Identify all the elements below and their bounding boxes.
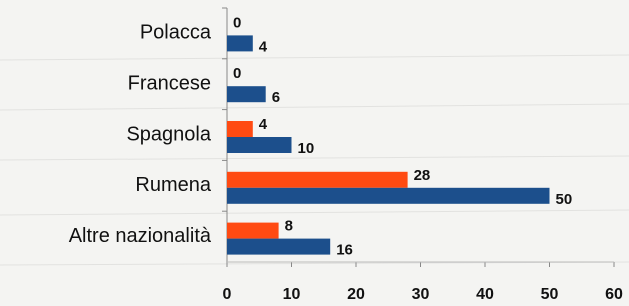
data-label: 50: [556, 191, 573, 208]
y-tick-label: Spagnola: [126, 123, 211, 145]
data-label: 0: [233, 14, 241, 31]
data-label: 8: [285, 218, 293, 235]
bar: [227, 188, 550, 204]
bar: [227, 35, 253, 51]
x-tick-label: 60: [605, 286, 623, 303]
bar: [227, 137, 292, 153]
chart: 0 10 20 30 40 50 60 Polacca 0 4 Francese 0 6 Spagnola…: [0, 0, 629, 306]
bar: [227, 86, 266, 102]
data-label: 0: [233, 65, 241, 82]
y-tick-label: Francese: [128, 72, 211, 94]
data-label: 16: [336, 242, 353, 259]
bar: [227, 223, 279, 239]
bar: [227, 239, 330, 255]
data-label: 10: [298, 140, 315, 157]
bar: [227, 121, 253, 137]
data-label: 6: [272, 89, 280, 106]
background: [0, 0, 629, 306]
x-tick-label: 10: [283, 286, 301, 303]
data-label: 4: [259, 38, 268, 55]
data-label: 4: [259, 116, 268, 133]
y-tick-label: Polacca: [140, 22, 212, 44]
y-tick-label: Rumena: [135, 174, 211, 196]
bar: [227, 172, 408, 188]
y-tick-label: Altre nazionalità: [69, 225, 212, 247]
x-tick-label: 20: [347, 286, 365, 303]
x-tick-label: 0: [223, 286, 232, 303]
data-label: 28: [414, 167, 431, 184]
x-tick-label: 30: [412, 286, 430, 303]
x-tick-label: 50: [541, 286, 559, 303]
x-tick-label: 40: [476, 286, 494, 303]
